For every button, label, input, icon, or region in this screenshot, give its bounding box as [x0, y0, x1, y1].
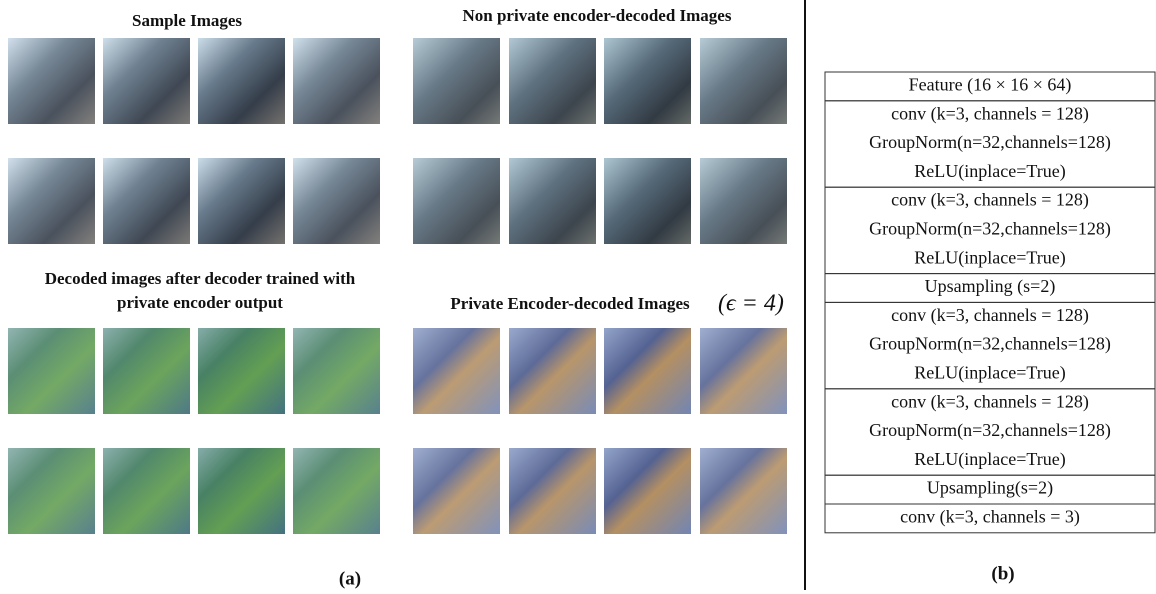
table-text: Upsampling (s=2): [925, 276, 1056, 297]
table-text: conv (k=3, channels = 128): [891, 103, 1089, 124]
image-thumbnail: [413, 448, 500, 534]
table-text: GroupNorm(n=32,channels=128): [869, 420, 1111, 441]
image-thumbnail: [604, 328, 691, 414]
table-text: conv (k=3, channels = 128): [891, 190, 1089, 211]
page: Sample Images Non private encoder-decoded…: [0, 0, 1156, 594]
image-thumbnail: [509, 38, 596, 124]
image-thumbnail: [8, 38, 95, 124]
image-thumbnail: [198, 328, 285, 414]
group-title: private encoder output: [117, 293, 283, 312]
table-text: GroupNorm(n=32,channels=128): [869, 334, 1111, 355]
image-thumbnail: [103, 158, 190, 244]
image-thumbnail: [413, 38, 500, 124]
image-thumbnail: [198, 158, 285, 244]
image-thumbnail: [700, 158, 787, 244]
image-thumbnail: [604, 158, 691, 244]
image-thumbnail: [413, 158, 500, 244]
image-thumbnail: [604, 448, 691, 534]
image-thumbnail: [198, 38, 285, 124]
image-thumbnail: [293, 448, 380, 534]
table-text: GroupNorm(n=32,channels=128): [869, 132, 1111, 153]
image-thumbnail: [8, 328, 95, 414]
image-thumbnail: [103, 328, 190, 414]
image-thumbnail: [413, 328, 500, 414]
image-thumbnail: [198, 448, 285, 534]
image-thumbnail: [509, 158, 596, 244]
group-title: Private Encoder-decoded Images: [450, 294, 690, 313]
image-thumbnail: [103, 448, 190, 534]
image-thumbnail: [8, 158, 95, 244]
table-text: ReLU(inplace=True): [914, 363, 1065, 384]
image-thumbnail: [509, 448, 596, 534]
table-text: ReLU(inplace=True): [914, 247, 1065, 268]
group-title-math: (ϵ = 4): [718, 291, 784, 317]
group-title: Decoded images after decoder trained wit…: [45, 269, 356, 288]
image-thumbnail: [8, 448, 95, 534]
image-thumbnail: [700, 328, 787, 414]
image-thumbnail: [103, 38, 190, 124]
image-thumbnail: [293, 328, 380, 414]
table-text: GroupNorm(n=32,channels=128): [869, 219, 1111, 240]
image-thumbnail: [700, 38, 787, 124]
table-text: conv (k=3, channels = 3): [900, 507, 1080, 528]
caption: (a): [339, 568, 361, 589]
figure: Sample Images Non private encoder-decoded…: [0, 0, 1156, 594]
table-text: conv (k=3, channels = 128): [891, 305, 1089, 326]
image-thumbnail: [293, 158, 380, 244]
group-title: Non private encoder-decoded Images: [463, 6, 732, 25]
table-text: ReLU(inplace=True): [914, 161, 1065, 182]
image-thumbnail: [700, 448, 787, 534]
image-thumbnail: [509, 328, 596, 414]
image-thumbnail: [604, 38, 691, 124]
table-text: ReLU(inplace=True): [914, 449, 1065, 470]
table-text: Upsampling(s=2): [927, 478, 1053, 499]
image-thumbnail: [293, 38, 380, 124]
table-text: conv (k=3, channels = 128): [891, 391, 1089, 412]
caption: (b): [991, 563, 1014, 584]
group-title: Sample Images: [132, 11, 242, 30]
table-text: Feature (16 × 16 × 64): [909, 75, 1072, 96]
